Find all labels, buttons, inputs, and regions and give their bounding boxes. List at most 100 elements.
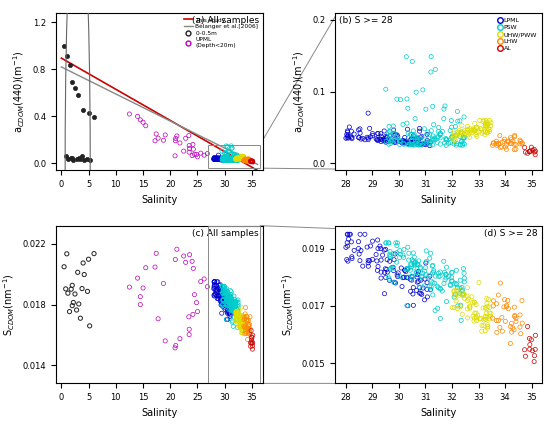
Point: [442, 271, 451, 278]
Point: [229, 155, 238, 162]
Point: [217, 155, 226, 161]
Point: [220, 285, 229, 291]
Point: [248, 343, 257, 349]
Point: [226, 301, 235, 308]
Point: [241, 330, 250, 337]
Point: [223, 288, 232, 295]
Point: [482, 310, 491, 317]
Point: [217, 310, 226, 317]
Point: [477, 328, 486, 334]
Point: [238, 153, 247, 160]
Point: [470, 318, 479, 325]
Point: [224, 157, 233, 164]
Point: [484, 323, 492, 330]
Point: [416, 277, 425, 284]
Point: [232, 155, 241, 162]
Point: [188, 258, 197, 265]
Point: [239, 155, 248, 161]
Point: [427, 69, 435, 75]
Point: [507, 136, 516, 143]
Point: [458, 142, 467, 149]
Point: [238, 155, 247, 162]
Point: [385, 141, 394, 148]
Point: [218, 154, 227, 161]
Point: [456, 133, 465, 140]
Point: [446, 127, 454, 134]
Point: [229, 308, 238, 315]
Point: [449, 304, 458, 311]
Point: [442, 298, 451, 305]
Point: [219, 156, 228, 163]
Point: [413, 141, 421, 148]
Point: [222, 143, 231, 150]
Point: [217, 299, 226, 305]
Point: [228, 300, 236, 307]
Point: [457, 138, 466, 144]
Point: [342, 244, 350, 251]
Point: [232, 154, 241, 161]
Point: [244, 329, 253, 336]
Point: [385, 276, 394, 282]
Point: [232, 308, 241, 315]
Point: [218, 301, 227, 308]
Point: [239, 322, 248, 328]
Point: [415, 125, 424, 132]
Point: [232, 157, 241, 164]
Point: [228, 307, 237, 314]
Point: [458, 291, 467, 297]
Point: [192, 151, 201, 158]
Point: [219, 297, 228, 304]
Point: [397, 265, 406, 271]
Point: [231, 156, 240, 163]
Point: [223, 302, 232, 309]
Point: [354, 127, 363, 133]
Point: [494, 292, 503, 299]
Point: [389, 264, 397, 271]
Point: [345, 231, 354, 238]
Point: [354, 250, 363, 257]
Point: [486, 310, 495, 317]
Point: [440, 276, 449, 283]
Point: [211, 291, 220, 298]
Point: [240, 316, 249, 323]
Point: [238, 329, 247, 336]
Point: [243, 157, 252, 164]
Point: [216, 298, 225, 305]
Point: [465, 305, 474, 311]
Point: [231, 299, 240, 305]
Point: [236, 154, 245, 161]
Point: [228, 156, 236, 163]
Point: [392, 271, 401, 278]
Point: [236, 155, 245, 162]
Point: [458, 311, 467, 318]
Point: [235, 154, 244, 161]
Point: [239, 153, 248, 160]
Point: [237, 155, 246, 161]
Point: [210, 155, 219, 162]
Point: [451, 291, 460, 298]
Point: [410, 259, 419, 266]
Point: [74, 154, 83, 161]
Point: [464, 131, 473, 138]
Point: [214, 292, 223, 299]
Point: [390, 279, 399, 286]
Point: [472, 301, 481, 308]
Point: [392, 249, 401, 256]
Point: [221, 301, 230, 308]
Point: [196, 150, 205, 157]
Point: [224, 306, 233, 313]
Point: [239, 155, 248, 161]
Point: [223, 143, 232, 150]
Point: [377, 275, 386, 282]
Point: [427, 53, 435, 60]
Point: [485, 310, 494, 317]
Point: [223, 294, 232, 301]
Point: [232, 152, 241, 158]
Point: [247, 337, 256, 343]
Point: [389, 123, 398, 130]
Point: [237, 330, 246, 337]
Point: [503, 138, 512, 145]
Point: [229, 301, 238, 308]
Point: [224, 157, 233, 164]
Point: [507, 329, 516, 336]
